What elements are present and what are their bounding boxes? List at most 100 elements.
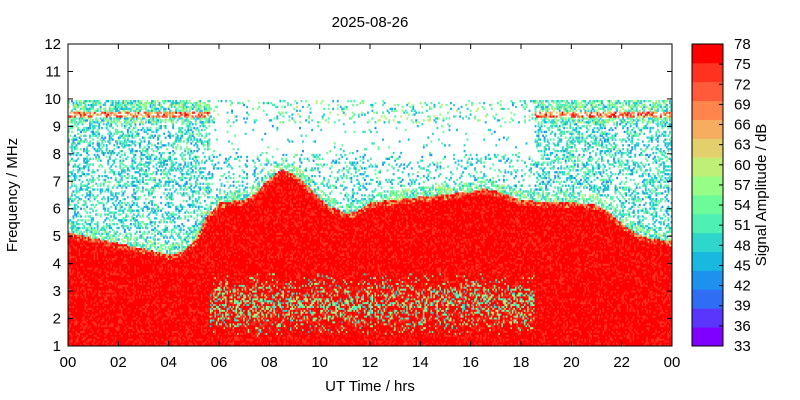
heatmap-cell (73, 221, 75, 223)
heatmap-cell (124, 169, 126, 171)
heatmap-cell (130, 227, 132, 229)
heatmap-cell (151, 225, 153, 227)
heatmap-cell (97, 194, 99, 196)
heatmap-cell (124, 190, 126, 192)
heatmap-cell (154, 196, 156, 198)
heatmap-cell (94, 179, 96, 181)
heatmap-cell (147, 183, 149, 185)
heatmap-cell (136, 177, 138, 179)
heatmap-cell (119, 213, 121, 215)
heatmap-cell (144, 231, 146, 233)
heatmap-cell (147, 133, 149, 135)
heatmap-cell (134, 100, 136, 102)
heatmap-cell (124, 208, 126, 210)
heatmap-cell (77, 158, 79, 160)
heatmap-cell (153, 165, 155, 167)
heatmap-cell (122, 158, 124, 160)
heatmap-cell (115, 173, 117, 175)
heatmap-cell (76, 185, 78, 187)
heatmap-cell (109, 231, 111, 233)
heatmap-cell (136, 202, 138, 204)
heatmap-cell (76, 175, 78, 177)
heatmap-cell (88, 150, 90, 152)
chart-title: 2025-08-26 (332, 14, 409, 31)
heatmap-cell (77, 133, 79, 135)
heatmap-cell (113, 144, 115, 146)
heatmap-cell (142, 213, 144, 215)
heatmap-cell (131, 133, 133, 135)
heatmap-cell (144, 194, 146, 196)
heatmap-cell (92, 142, 94, 144)
heatmap-cell (151, 144, 153, 146)
heatmap-cell (107, 100, 109, 102)
heatmap-cell (119, 112, 121, 114)
heatmap-cell (92, 163, 94, 165)
heatmap-cell (109, 223, 111, 225)
heatmap-cell (147, 173, 149, 175)
heatmap-cell (121, 175, 123, 177)
heatmap-cell (95, 210, 97, 212)
heatmap-cell (121, 150, 123, 152)
heatmap-cell (100, 213, 102, 215)
heatmap-cell (150, 127, 152, 129)
heatmap-cell (137, 206, 139, 208)
heatmap-cell (85, 219, 87, 221)
heatmap-cell (154, 235, 156, 237)
heatmap-cell (97, 213, 99, 215)
heatmap-cell (80, 154, 82, 156)
heatmap-cell (127, 196, 129, 198)
heatmap-cell (97, 221, 99, 223)
heatmap-cell (94, 171, 96, 173)
heatmap-cell (137, 133, 139, 135)
heatmap-cell (139, 173, 141, 175)
heatmap-cell (79, 223, 81, 225)
heatmap-cell (154, 221, 156, 223)
heatmap-cell (147, 227, 149, 229)
heatmap-cell (112, 127, 114, 129)
heatmap-cell (118, 238, 120, 240)
heatmap-cell (148, 208, 150, 210)
heatmap-cell (139, 231, 141, 233)
heatmap-cell (106, 156, 108, 158)
heatmap-cell (150, 177, 152, 179)
heatmap-cell (134, 162, 136, 164)
heatmap-cell (137, 129, 139, 131)
heatmap-cell (137, 186, 139, 188)
heatmap-cell (89, 163, 91, 165)
heatmap-cell (113, 152, 115, 154)
heatmap-cell (70, 135, 72, 137)
heatmap-cell (112, 138, 114, 140)
heatmap-cell (109, 219, 111, 221)
heatmap-cell (134, 154, 136, 156)
heatmap-cell (133, 202, 135, 204)
heatmap-cell (77, 219, 79, 221)
heatmap-cell (124, 152, 126, 154)
heatmap-cell (144, 137, 146, 139)
heatmap-cell (154, 135, 156, 137)
heatmap-cell (94, 227, 96, 229)
heatmap-cell (76, 117, 78, 119)
heatmap-cell (124, 198, 126, 200)
heatmap-cell (97, 185, 99, 187)
heatmap-cell (97, 108, 99, 110)
heatmap-cell (71, 131, 73, 133)
heatmap-cell (110, 177, 112, 179)
heatmap-cell (136, 150, 138, 152)
heatmap-cell (116, 196, 118, 198)
heatmap-cell (153, 171, 155, 173)
heatmap-cell (85, 135, 87, 137)
heatmap-cell (116, 125, 118, 127)
heatmap-cell (116, 231, 118, 233)
heatmap-cell (145, 179, 147, 181)
heatmap-cell (104, 179, 106, 181)
heatmap-cell (89, 211, 91, 213)
heatmap-cell (142, 186, 144, 188)
heatmap-cell (133, 181, 135, 183)
heatmap-cell (80, 198, 82, 200)
heatmap-cell (104, 208, 106, 210)
heatmap-cell (107, 185, 109, 187)
heatmap-cell (127, 225, 129, 227)
heatmap-cell (157, 142, 159, 144)
heatmap-cell (101, 165, 103, 167)
heatmap-cell (106, 144, 108, 146)
